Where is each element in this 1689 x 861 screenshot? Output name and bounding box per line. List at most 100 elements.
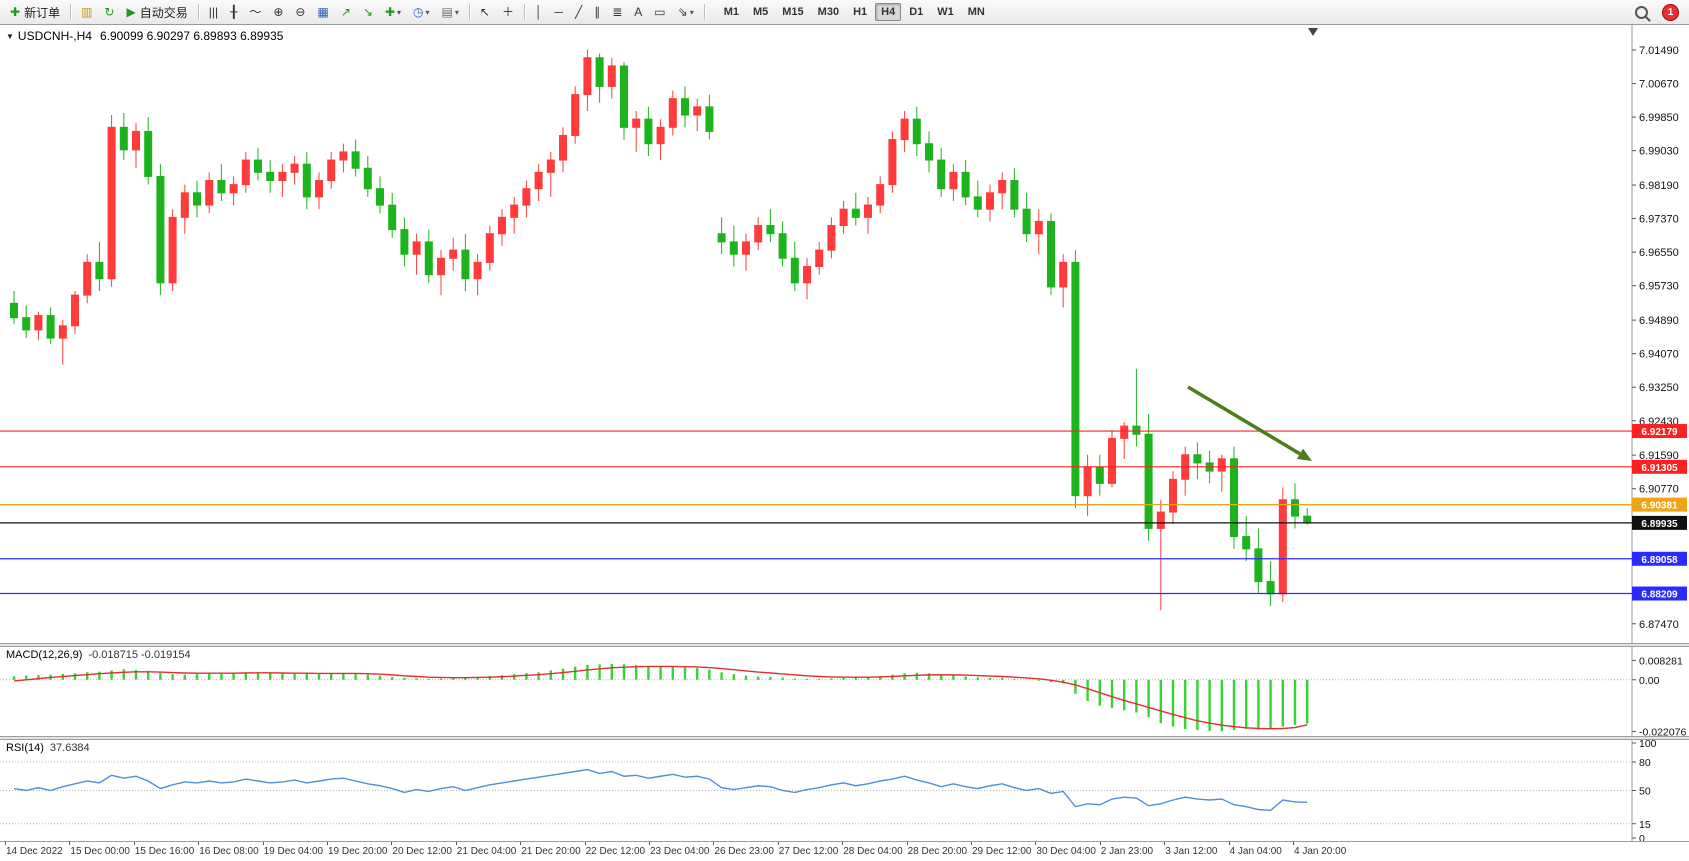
svg-text:6.97370: 6.97370 — [1639, 214, 1679, 226]
text-icon: A — [634, 5, 643, 19]
svg-text:6.96550: 6.96550 — [1639, 247, 1679, 259]
trend-arrow[interactable] — [1187, 385, 1312, 461]
zoom-in-button[interactable]: ⊕ — [268, 1, 288, 23]
search-button[interactable] — [1630, 1, 1653, 23]
toolbar-separator — [703, 4, 705, 20]
market-watch-button[interactable]: ▥ — [76, 1, 97, 23]
channel-icon: ∥ — [594, 5, 601, 19]
autotrading-button[interactable]: ▶ 自动交易 — [121, 1, 192, 23]
svg-text:0.00: 0.00 — [1639, 675, 1660, 687]
rsi-panel[interactable]: 100 80 50 15 0 — [0, 740, 1689, 841]
svg-text:6.93250: 6.93250 — [1639, 382, 1679, 394]
timeframe-m15-button[interactable]: M15 — [782, 6, 804, 18]
rsi-value: 37.6384 — [49, 742, 90, 754]
bar-chart-button[interactable]: ||| — [204, 1, 223, 23]
time-tick — [5, 842, 6, 845]
time-label: 28 Dec 04:00 — [843, 846, 903, 857]
toolbar-separator — [468, 4, 470, 20]
current-price-line[interactable]: 6.89935 — [0, 515, 1687, 530]
indicators-icon: ↗ — [340, 5, 351, 19]
price-chart[interactable]: 7.01490 7.00670 6.99850 6.99030 6.98190 6.973… — [0, 25, 1689, 643]
resistance-line-1[interactable]: 6.92179 — [0, 424, 1687, 439]
macd-values: -0.018715 -0.019154 — [88, 649, 191, 661]
resistance-line-2[interactable]: 6.91305 — [0, 459, 1687, 474]
candles-layer — [10, 49, 1312, 611]
line-chart-button[interactable]: ～ — [244, 1, 266, 23]
time-tick — [69, 842, 71, 845]
time-tick — [906, 842, 908, 845]
toolbar-separator — [70, 4, 72, 20]
svg-text:6.89058: 6.89058 — [1641, 555, 1678, 566]
notification-badge[interactable]: 1 — [1662, 3, 1679, 21]
text-button[interactable]: A — [629, 1, 647, 23]
zoom-out-button[interactable]: ⊖ — [290, 1, 310, 23]
time-axis[interactable]: 14 Dec 2022 15 Dec 00:00 15 Dec 16:00 16 De… — [0, 841, 1689, 861]
cursor-button[interactable]: ↖ — [475, 1, 495, 23]
timeframe-h4-button[interactable]: H4 — [875, 3, 902, 21]
svg-text:7.00670: 7.00670 — [1639, 79, 1679, 91]
rsi-title: RSI(14) 37.6384 — [6, 742, 90, 754]
support-line-1[interactable]: 6.89058 — [0, 551, 1687, 566]
panel-divider[interactable] — [0, 736, 1689, 740]
svg-text:6.90381: 6.90381 — [1641, 501, 1678, 512]
vertical-line-button[interactable]: │ — [530, 1, 548, 23]
time-label: 15 Dec 00:00 — [70, 846, 130, 857]
panel-divider[interactable] — [0, 643, 1689, 647]
support-line-2[interactable]: 6.88209 — [0, 586, 1687, 601]
indicator-windows-button[interactable]: ↘ — [358, 1, 378, 23]
tile-windows-button[interactable]: ▦ — [312, 1, 333, 23]
channel-button[interactable]: ∥ — [589, 1, 605, 23]
indicators-button[interactable]: ↗ — [336, 1, 356, 23]
new-order-button-label: 新订单 — [24, 5, 61, 20]
time-tick — [842, 842, 844, 845]
refresh-button[interactable]: ↻ — [99, 1, 119, 23]
periods-icon: ◷ — [413, 5, 424, 19]
timeframe-d1-button[interactable]: D1 — [909, 6, 924, 18]
toolbar-separator — [523, 4, 525, 20]
svg-text:6.94890: 6.94890 — [1639, 315, 1679, 327]
fibonacci-button[interactable]: ≣ — [607, 1, 627, 23]
time-label: 2 Jan 23:00 — [1100, 846, 1154, 857]
text-label-button[interactable]: ▭ — [649, 1, 670, 23]
time-label: 14 Dec 2022 — [6, 846, 63, 857]
arrows-dropdown[interactable]: ⇘ ▾ — [673, 1, 699, 23]
pivot-line[interactable]: 6.90381 — [0, 497, 1687, 512]
macd-panel[interactable]: 0.008281 0.00 -0.022076 — [0, 647, 1689, 736]
time-label: 27 Dec 12:00 — [778, 846, 839, 857]
new-order-button[interactable]: ✚ 新订单 — [5, 1, 65, 23]
dropdown-arrow-icon: ▾ — [425, 7, 430, 17]
timeframe-h1-button[interactable]: H1 — [853, 6, 868, 18]
periods-dropdown[interactable]: ◷ ▾ — [408, 1, 435, 23]
expand-arrow-icon[interactable]: ▼ — [6, 32, 14, 41]
timeframe-w1-button[interactable]: W1 — [937, 6, 954, 18]
timeframe-m30-button[interactable]: M30 — [817, 6, 840, 18]
time-tick — [1164, 842, 1166, 845]
zoom-out-icon: ⊖ — [295, 5, 306, 19]
trendline-button[interactable]: ╱ — [570, 1, 587, 23]
time-tick — [262, 842, 264, 845]
toolbar-right: 1 — [1629, 1, 1685, 23]
crosshair-button[interactable]: ＋ — [497, 1, 519, 23]
horizontal-line-button[interactable]: ─ — [549, 1, 568, 23]
time-label: 22 Dec 12:00 — [585, 846, 646, 857]
rsi-line — [13, 768, 1308, 812]
svg-text:-0.022076: -0.022076 — [1639, 726, 1686, 736]
time-tick — [1099, 842, 1101, 845]
timeframe-m5-button[interactable]: M5 — [752, 6, 769, 18]
timeframe-m1-button[interactable]: M1 — [723, 6, 739, 18]
svg-text:6.99850: 6.99850 — [1639, 112, 1679, 124]
macd-axis-labels: 0.008281 0.00 -0.022076 — [1632, 655, 1686, 736]
timeframe-mn-button[interactable]: MN — [967, 6, 985, 18]
horizontal-line-icon: ─ — [554, 5, 563, 19]
time-label: 19 Dec 04:00 — [263, 846, 324, 857]
templates-dropdown[interactable]: ▤ ▾ — [437, 1, 464, 23]
svg-text:6.99030: 6.99030 — [1639, 146, 1679, 158]
time-tick — [584, 842, 586, 845]
add-indicator-dropdown[interactable]: ✚ ▾ — [380, 1, 406, 23]
chart-window: 7.01490 7.00670 6.99850 6.99030 6.98190 6.973… — [0, 24, 1689, 861]
autotrading-icon: ▶ — [126, 5, 136, 19]
zoom-in-icon: ⊕ — [273, 5, 284, 19]
time-label: 4 Jan 20:00 — [1294, 846, 1347, 857]
candle-chart-button[interactable]: ╂ — [225, 1, 242, 23]
